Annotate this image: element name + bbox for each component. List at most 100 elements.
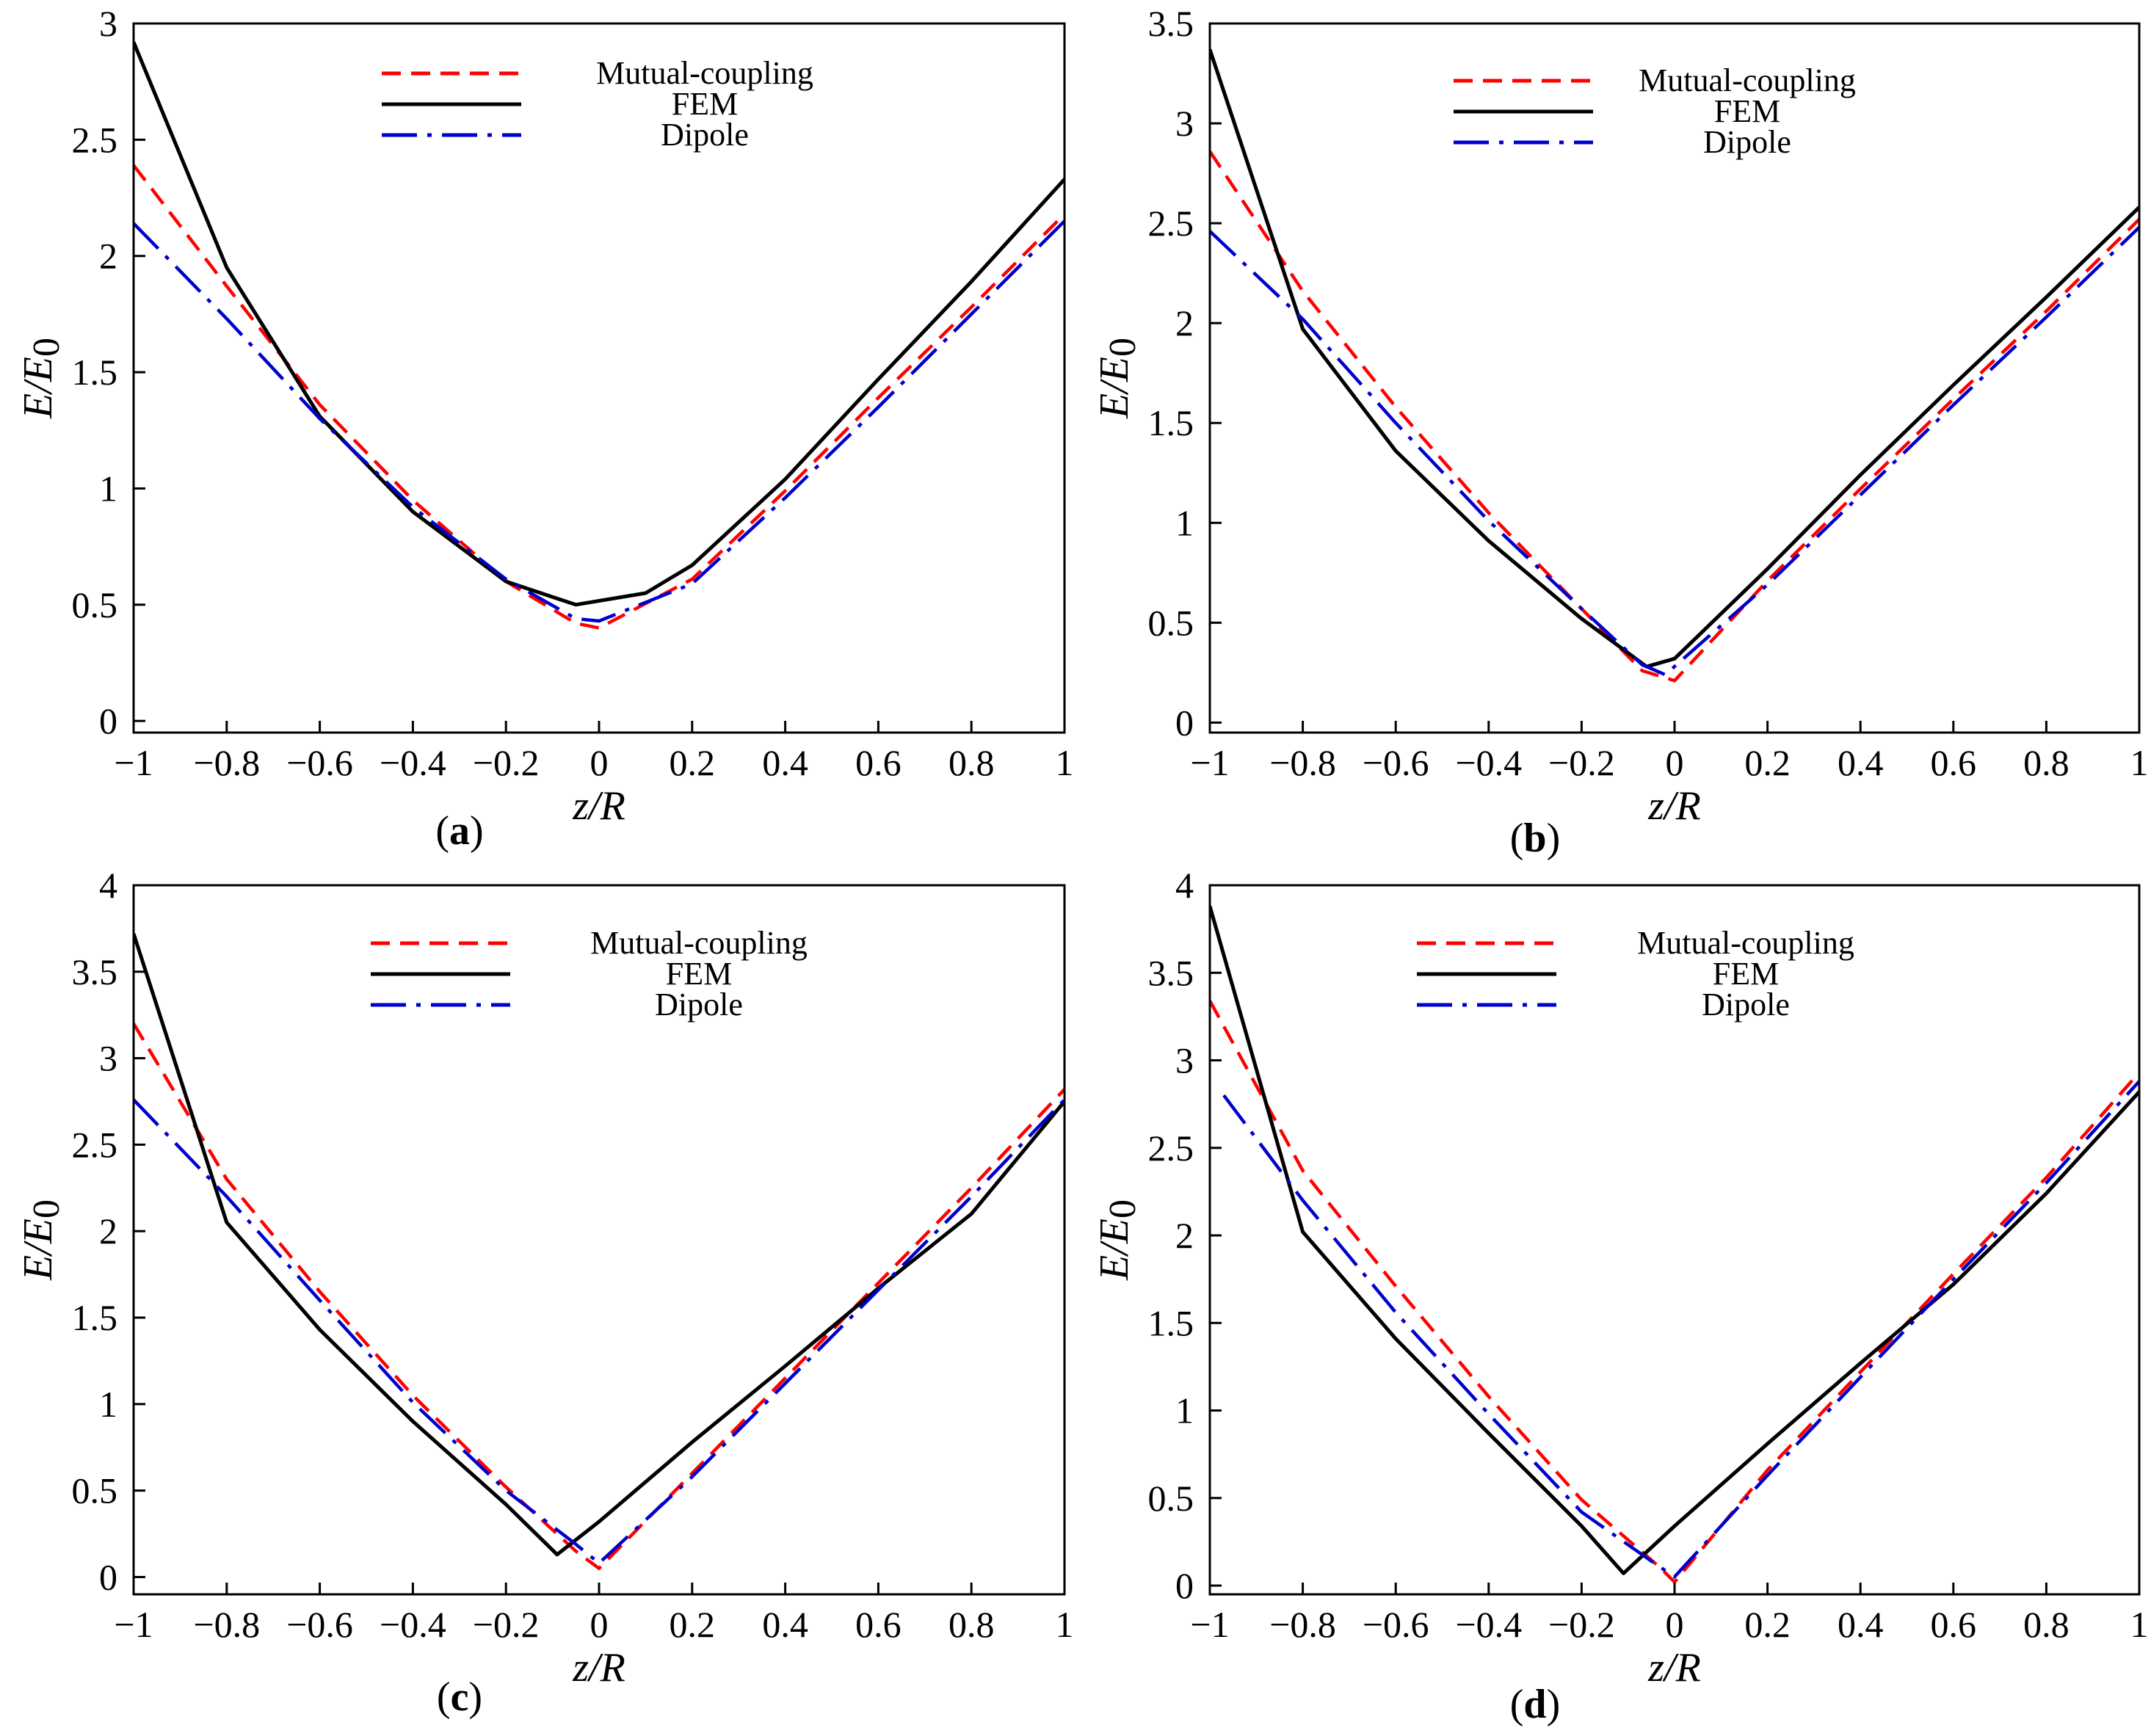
x-tick-label: 0.2 [1744, 742, 1791, 783]
x-tick-label: −1 [1190, 742, 1229, 783]
series-line-fem [1210, 905, 2139, 1575]
panel-b: −1 −0.8 −0.6 −0.4 −0.2 0 0.2 0.4 0.6 0.8 1 0 0.5 1 1.5… [1092, 3, 2149, 861]
x-tick-label: 1 [2130, 1604, 2149, 1645]
y-tick-label: 3 [1175, 1040, 1194, 1081]
series-line-fem [1210, 48, 2139, 669]
y-tick-label: 1 [99, 468, 117, 509]
y-tick-label: 0.5 [72, 584, 118, 625]
y-tick-label: 2.5 [1148, 203, 1194, 244]
x-tick-label: −0.2 [1548, 1604, 1615, 1645]
y-axis-label: E/E0 [15, 338, 68, 419]
plot-frame [1208, 22, 2141, 734]
legend-label: FEM [666, 956, 732, 992]
y-axis-label: E/E0 [1092, 1199, 1144, 1281]
y-tick-label: 3 [1175, 103, 1194, 144]
x-tick-label: 0.4 [762, 742, 808, 783]
y-tick-label: 1.5 [1148, 1302, 1194, 1343]
y-tick-label: 3.5 [1148, 952, 1194, 993]
x-tick-label: 1 [2130, 742, 2149, 783]
y-tick-label: 2 [99, 236, 117, 277]
series-line-mutual-coupling [134, 1023, 1064, 1570]
y-tick-label: 3.5 [72, 951, 118, 992]
series-line-mutual-coupling [134, 164, 1064, 630]
series-line-dipole [134, 1098, 1064, 1565]
x-axis-label: z/R [572, 1645, 625, 1690]
panel-c: −1 −0.8 −0.6 −0.4 −0.2 0 0.2 0.4 0.6 0.8 1 0 0.5 1 1.5… [15, 865, 1074, 1720]
legend-label: Mutual-coupling [1637, 925, 1854, 961]
y-tick-label: 4 [99, 865, 117, 906]
legend-label: Mutual-coupling [596, 55, 813, 91]
x-tick-label: −0.8 [1269, 1604, 1336, 1645]
x-tick-label: 0.6 [855, 1604, 902, 1645]
x-tick-label: 0.4 [762, 1604, 808, 1645]
series-line-mutual-coupling [1210, 1000, 2139, 1584]
y-tick-label: 0.5 [1148, 602, 1194, 643]
x-tick-label: −0.4 [1455, 1604, 1522, 1645]
x-tick-label: 0.6 [1931, 742, 1977, 783]
x-axis-label: z/R [1647, 1645, 1701, 1690]
x-tick-label: −0.2 [473, 1604, 540, 1645]
y-tick-label: 1 [1175, 502, 1194, 543]
x-tick-label: −0.2 [473, 742, 540, 783]
y-axis-label: E/E0 [15, 1199, 68, 1281]
x-tick-label: 1 [1056, 1604, 1074, 1645]
x-tick-label: −0.8 [193, 1604, 260, 1645]
x-tick-label: 0 [1666, 1604, 1684, 1645]
panel-label: (c) [437, 1674, 482, 1720]
y-tick-label: 0.5 [72, 1470, 118, 1511]
legend-label: FEM [1713, 956, 1779, 992]
x-tick-label: 0.4 [1838, 1604, 1884, 1645]
x-tick-label: −0.4 [380, 1604, 446, 1645]
x-tick-label: −0.4 [1455, 742, 1522, 783]
x-tick-label: 1 [1056, 742, 1074, 783]
legend-label: Mutual-coupling [1639, 62, 1856, 98]
panel-d: −1 −0.8 −0.6 −0.4 −0.2 0 0.2 0.4 0.6 0.8 1 0 0.5 1 1.5… [1092, 865, 2149, 1727]
x-tick-label: −0.2 [1548, 742, 1615, 783]
x-tick-label: −0.8 [193, 742, 260, 783]
x-tick-label: −0.4 [380, 742, 446, 783]
plot-frame [132, 884, 1066, 1596]
y-tick-label: 1.5 [1148, 402, 1194, 443]
y-tick-label: 0 [1175, 1565, 1194, 1606]
x-tick-label: 0.6 [855, 742, 902, 783]
y-tick-label: 2.5 [1148, 1127, 1194, 1169]
x-tick-label: 0.2 [670, 742, 716, 783]
x-tick-label: 0.4 [1838, 742, 1884, 783]
panel-label: (b) [1510, 816, 1560, 861]
plot-frame [132, 22, 1066, 734]
y-tick-label: 0 [99, 1556, 117, 1597]
series-line-dipole [1222, 1080, 2139, 1579]
x-tick-label: −0.6 [1363, 1604, 1429, 1645]
panel-a: −1 −0.8 −0.6 −0.4 −0.2 0 0.2 0.4 0.6 0.8 1 0 0.5 1 1.5… [15, 3, 1074, 854]
x-axis-label: z/R [572, 783, 625, 829]
x-tick-label: 0.6 [1931, 1604, 1977, 1645]
legend-label: FEM [1714, 93, 1780, 129]
y-tick-label: 1.5 [72, 1297, 118, 1338]
x-tick-label: 0.8 [948, 742, 995, 783]
y-tick-label: 3 [99, 1038, 117, 1079]
panel-label: (a) [435, 808, 483, 854]
y-tick-label: 2.5 [72, 119, 118, 160]
y-tick-label: 2.5 [72, 1124, 118, 1165]
x-tick-label: −0.6 [286, 742, 353, 783]
x-tick-label: 0.2 [1744, 1604, 1791, 1645]
legend-label: Dipole [661, 117, 749, 153]
legend-label: FEM [672, 86, 738, 122]
y-tick-label: 3.5 [1148, 3, 1194, 44]
x-tick-label: 0.8 [948, 1604, 995, 1645]
y-tick-label: 2 [99, 1210, 117, 1252]
x-tick-label: 0 [590, 742, 609, 783]
x-tick-label: 0.8 [2023, 742, 2070, 783]
y-tick-label: 1.5 [72, 352, 118, 393]
series-line-dipole [134, 219, 1064, 623]
y-tick-label: 0 [1175, 702, 1194, 743]
legend-label: Dipole [1702, 987, 1790, 1023]
x-tick-label: −0.6 [1363, 742, 1429, 783]
y-tick-label: 0.5 [1148, 1478, 1194, 1519]
y-tick-label: 4 [1175, 865, 1194, 906]
